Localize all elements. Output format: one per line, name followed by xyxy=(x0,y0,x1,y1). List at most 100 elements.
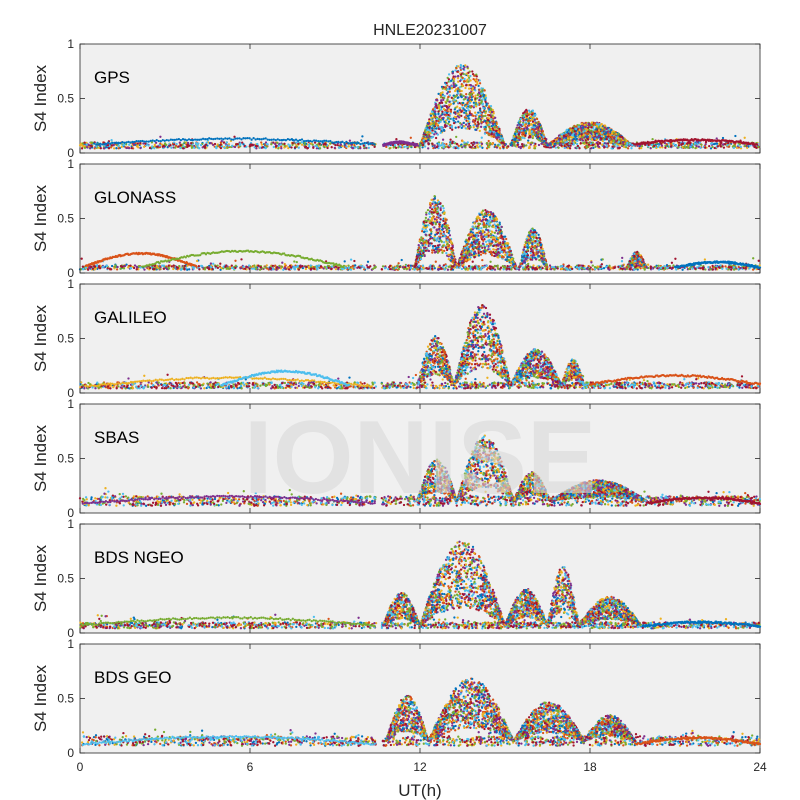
data-point xyxy=(694,146,697,150)
data-point xyxy=(321,140,324,143)
data-point xyxy=(107,141,110,144)
data-point xyxy=(171,138,175,142)
data-point xyxy=(183,138,187,141)
data-point xyxy=(516,143,519,146)
data-point xyxy=(367,143,370,146)
data-point xyxy=(188,268,191,271)
data-point xyxy=(454,69,457,72)
data-point xyxy=(435,127,438,130)
data-point xyxy=(276,138,279,141)
data-point xyxy=(300,138,304,141)
data-point xyxy=(556,141,559,145)
data-point xyxy=(159,135,162,138)
data-point xyxy=(270,138,273,141)
data-point xyxy=(429,123,432,126)
data-point xyxy=(531,135,535,138)
data-point xyxy=(564,139,567,142)
data-point xyxy=(586,138,590,141)
data-point xyxy=(308,139,312,143)
y-tick-label: 1 xyxy=(67,37,74,51)
data-point xyxy=(548,143,552,146)
data-point xyxy=(443,113,446,116)
data-point xyxy=(222,138,225,141)
data-point xyxy=(359,147,362,150)
data-point xyxy=(333,146,336,150)
data-point xyxy=(409,136,412,139)
data-point xyxy=(591,143,594,147)
data-point xyxy=(357,141,360,145)
data-point xyxy=(600,137,603,140)
data-point xyxy=(184,145,187,149)
data-point xyxy=(435,117,439,121)
data-point xyxy=(585,146,589,149)
data-point xyxy=(476,80,479,84)
data-point xyxy=(537,122,541,126)
data-point xyxy=(687,144,690,147)
data-point xyxy=(533,126,536,129)
data-point xyxy=(343,141,346,145)
data-point xyxy=(367,146,370,150)
data-point xyxy=(457,92,460,95)
data-point xyxy=(466,141,469,144)
data-point xyxy=(238,137,241,140)
data-point xyxy=(161,139,164,142)
data-point xyxy=(347,145,350,148)
data-point xyxy=(432,113,435,116)
data-point xyxy=(338,146,341,149)
data-point xyxy=(283,263,287,266)
data-point xyxy=(119,142,122,145)
data-point xyxy=(734,134,737,138)
data-point xyxy=(441,118,445,121)
data-point xyxy=(451,128,454,131)
data-point xyxy=(179,144,182,147)
data-point xyxy=(472,141,475,144)
data-point xyxy=(681,268,684,271)
data-point xyxy=(445,143,448,146)
data-point xyxy=(540,142,543,145)
data-point xyxy=(591,268,594,271)
data-point xyxy=(256,137,259,141)
data-point xyxy=(606,142,610,145)
data-point xyxy=(529,122,533,126)
data-point xyxy=(154,141,158,144)
data-point xyxy=(490,111,494,114)
data-point xyxy=(334,143,337,147)
data-point xyxy=(539,126,543,129)
data-point xyxy=(495,121,498,124)
data-point xyxy=(590,261,593,264)
data-point xyxy=(480,90,483,93)
data-point xyxy=(480,114,483,117)
data-point xyxy=(153,139,156,143)
data-point xyxy=(521,136,524,139)
data-point xyxy=(238,143,242,147)
data-point xyxy=(220,139,223,143)
data-point xyxy=(623,145,626,149)
data-point xyxy=(466,101,469,104)
data-point xyxy=(427,120,431,123)
data-point xyxy=(513,132,517,135)
data-point xyxy=(502,145,505,149)
data-point xyxy=(462,80,466,83)
data-point xyxy=(528,134,531,138)
data-point xyxy=(424,137,427,140)
data-point xyxy=(428,135,431,138)
data-point xyxy=(115,141,118,145)
data-point xyxy=(535,117,539,121)
data-point xyxy=(638,147,641,150)
data-point xyxy=(514,128,518,131)
data-point xyxy=(102,147,106,150)
data-point xyxy=(528,128,531,131)
data-point xyxy=(212,137,215,141)
data-point xyxy=(572,143,575,146)
data-point xyxy=(186,141,190,145)
data-point xyxy=(447,120,451,123)
data-point xyxy=(145,140,148,143)
data-point xyxy=(480,142,484,145)
data-point xyxy=(488,142,492,145)
data-point xyxy=(450,96,453,99)
data-point xyxy=(497,130,500,134)
data-point xyxy=(493,143,497,146)
data-point xyxy=(626,147,630,150)
data-point xyxy=(90,145,93,148)
data-point xyxy=(437,106,441,110)
